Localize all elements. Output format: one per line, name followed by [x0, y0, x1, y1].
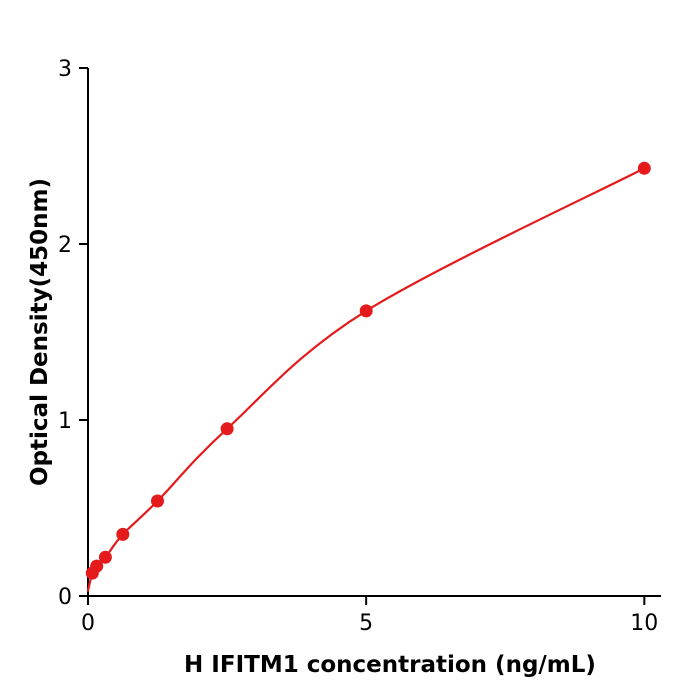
- data-point: [637, 161, 651, 175]
- y-tick-label: 0: [58, 585, 72, 610]
- data-point: [98, 550, 112, 564]
- x-tick-label: 10: [630, 611, 658, 636]
- y-axis-label: Optical Density(450nm): [27, 178, 53, 486]
- x-tick-label: 5: [359, 611, 373, 636]
- data-point: [359, 304, 373, 318]
- fitted-curve: [86, 167, 646, 592]
- y-tick-label: 3: [58, 57, 72, 82]
- data-point: [151, 494, 164, 508]
- x-tick-label: 0: [81, 611, 95, 636]
- data-point: [90, 559, 104, 573]
- data-point: [116, 527, 130, 541]
- y-tick-label: 1: [58, 409, 72, 434]
- y-tick-label: 2: [58, 233, 72, 258]
- x-axis-label: H IFITM1 concentration (ng/mL): [184, 652, 596, 678]
- data-point: [220, 422, 234, 436]
